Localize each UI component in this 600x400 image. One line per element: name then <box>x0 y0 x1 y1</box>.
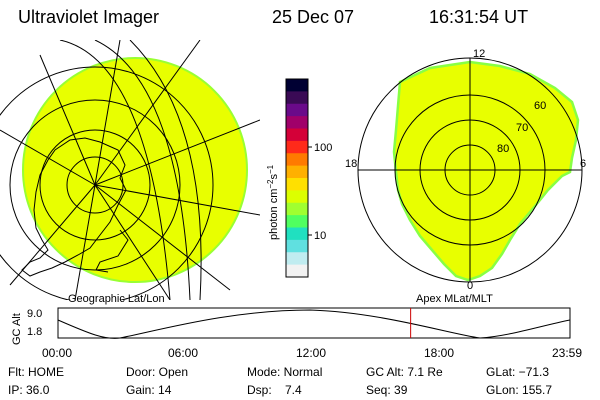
time-tick-06: 06:00 <box>168 346 199 360</box>
color-bar-segment <box>286 202 308 216</box>
time-label: 16:31:54 UT <box>429 7 529 27</box>
color-bar <box>286 79 308 278</box>
flt-status: Flt: HOME <box>8 365 64 379</box>
door-status: Door: Open <box>126 365 189 379</box>
mlat-label-70: 70 <box>516 122 528 134</box>
gain-status: Gain: 14 <box>126 383 172 397</box>
color-bar-segment <box>286 190 308 204</box>
time-tick-2359: 23:59 <box>552 346 583 360</box>
color-bar-segment <box>286 128 308 142</box>
mlt-label-18: 18 <box>345 158 357 170</box>
color-bar-segment <box>286 165 308 179</box>
altitude-axis-label: GC Alt <box>11 313 23 345</box>
color-bar-segment <box>286 227 308 241</box>
color-bar-segment <box>286 140 308 154</box>
colorbar-tick-10: 10 <box>314 230 326 242</box>
mlat-label-60: 60 <box>534 100 546 112</box>
color-bar-segment <box>286 239 308 253</box>
color-scale: 100 10 photon cm−2s−1 <box>266 78 332 278</box>
color-bar-segment <box>286 178 308 191</box>
magnetic-panel-label: Apex MLat/MLT <box>416 293 493 305</box>
time-tick-18: 18:00 <box>424 346 455 360</box>
ip-status: IP: 36.0 <box>8 383 50 397</box>
altitude-plot-frame <box>57 307 571 339</box>
altitude-tick-high: 9.0 <box>27 308 42 320</box>
color-bar-segment <box>286 91 308 105</box>
dsp-status: Dsp: 7.4 <box>247 383 302 397</box>
altitude-strip: GC Alt 9.0 1.8 <box>11 307 571 345</box>
color-bar-segment <box>286 215 308 228</box>
coastline-fragment <box>95 229 129 273</box>
glon-status: GLon: 155.7 <box>486 383 553 397</box>
mlt-label-0: 0 <box>467 280 473 292</box>
geographic-panel-label: Geographic Lat/Lon <box>68 293 165 305</box>
instrument-title: Ultraviolet Imager <box>18 7 160 27</box>
color-bar-segment <box>286 116 308 129</box>
color-bar-border <box>285 78 309 278</box>
color-bar-segment <box>286 153 308 167</box>
color-bar-segment <box>286 252 308 266</box>
colorbar-unit-label: photon cm−2s−1 <box>266 164 280 240</box>
altitude-tick-low: 1.8 <box>27 326 42 338</box>
time-tick-00: 00:00 <box>42 346 73 360</box>
color-bar-segment <box>286 79 308 92</box>
geographic-grid <box>0 40 260 300</box>
mlat-label-80: 80 <box>497 143 509 155</box>
glat-status: GLat: −71.3 <box>486 365 550 379</box>
altitude-curve <box>57 309 571 339</box>
mode-status: Mode: Normal <box>247 365 323 379</box>
magnetic-polar-panel: 12 18 6 0 60 70 80 <box>345 48 586 292</box>
color-bar-segment <box>286 264 308 278</box>
geographic-image-panel <box>0 40 260 300</box>
mlt-label-6: 6 <box>580 158 586 170</box>
date-label: 25 Dec 07 <box>272 7 355 27</box>
seq-status: Seq: 39 <box>366 383 408 397</box>
mlt-label-12: 12 <box>473 48 485 60</box>
gc-alt-status: GC Alt: 7.1 Re <box>366 365 443 379</box>
color-bar-segment <box>286 103 308 117</box>
antarctica-coastline <box>21 137 127 277</box>
colorbar-tick-100: 100 <box>314 142 332 154</box>
geographic-emission-disk <box>22 57 248 283</box>
time-tick-12: 12:00 <box>296 346 327 360</box>
